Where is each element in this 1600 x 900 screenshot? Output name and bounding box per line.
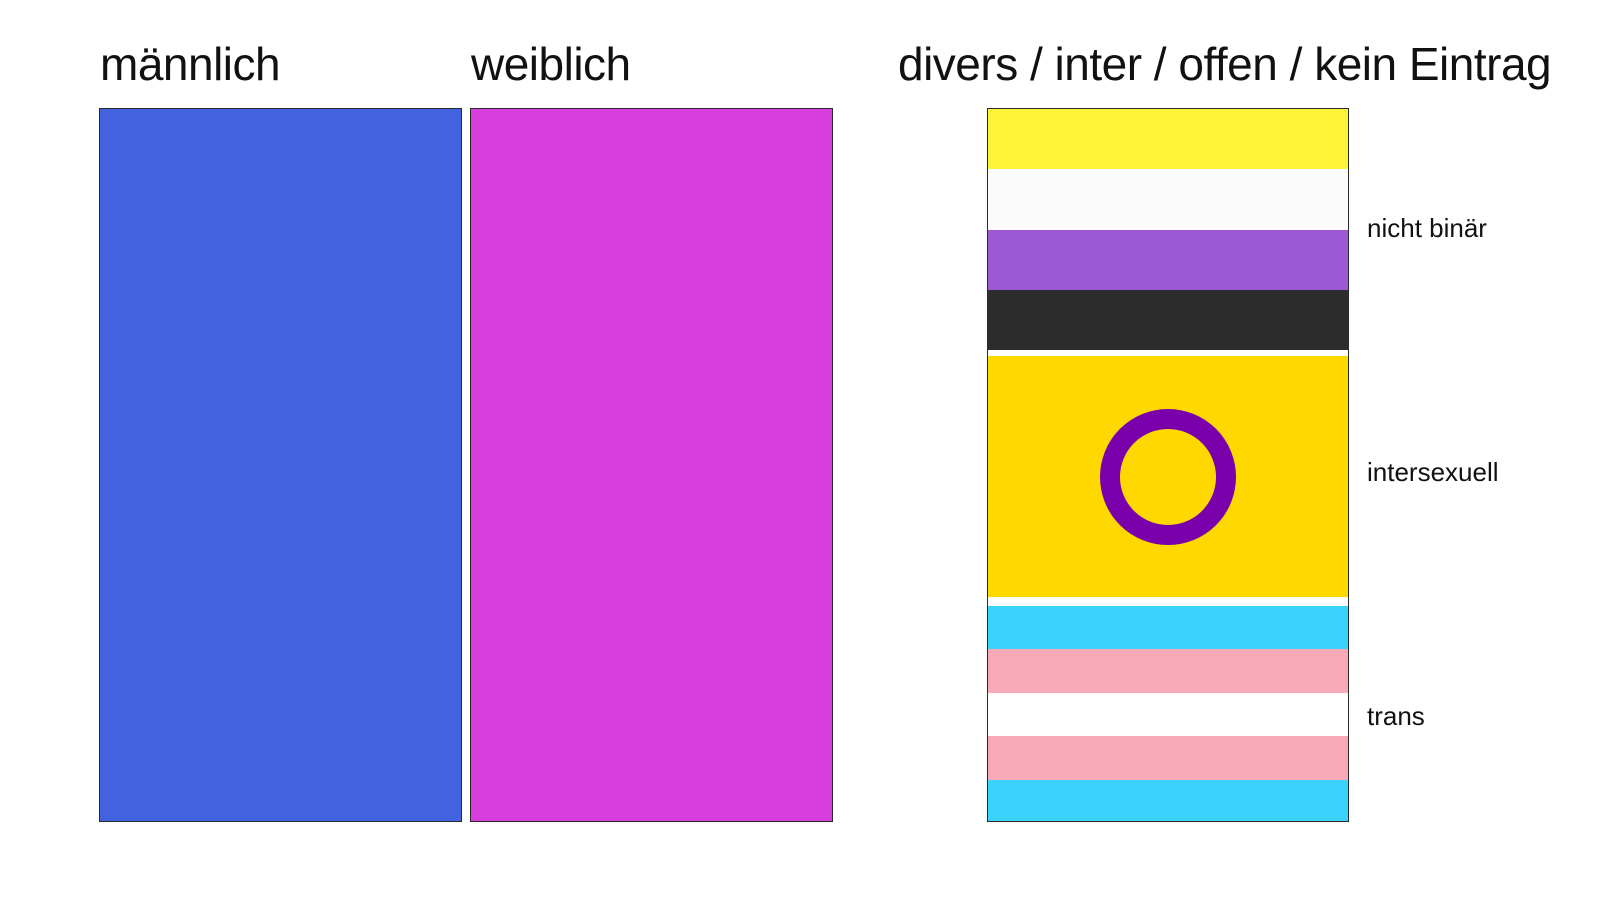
trans-label: trans	[1367, 701, 1425, 731]
intersex-label: intersexuell	[1367, 457, 1499, 487]
male-color-panel	[99, 108, 462, 822]
trans-flag	[988, 606, 1348, 821]
nonbinary-stripe-purple	[988, 229, 1348, 290]
trans-stripe-white	[988, 692, 1348, 737]
nonbinary-stripe-black	[988, 289, 1348, 350]
heading-diverse: divers / inter / offen / kein Eintrag	[898, 38, 1552, 90]
heading-male: männlich	[100, 38, 281, 90]
nonbinary-flag	[988, 109, 1348, 350]
intersex-flag	[988, 356, 1348, 597]
trans-stripe-pink	[988, 649, 1348, 693]
trans-stripe-blue	[988, 606, 1348, 650]
diverse-flags-column	[987, 108, 1349, 822]
trans-stripe-blue	[988, 779, 1348, 821]
heading-female: weiblich	[471, 38, 631, 90]
female-color-panel	[470, 108, 833, 822]
trans-stripe-pink	[988, 736, 1348, 780]
intersex-ring-icon	[1100, 408, 1236, 545]
nonbinary-label: nicht binär	[1367, 213, 1487, 243]
nonbinary-stripe-yellow	[988, 109, 1348, 170]
nonbinary-stripe-white	[988, 169, 1348, 230]
